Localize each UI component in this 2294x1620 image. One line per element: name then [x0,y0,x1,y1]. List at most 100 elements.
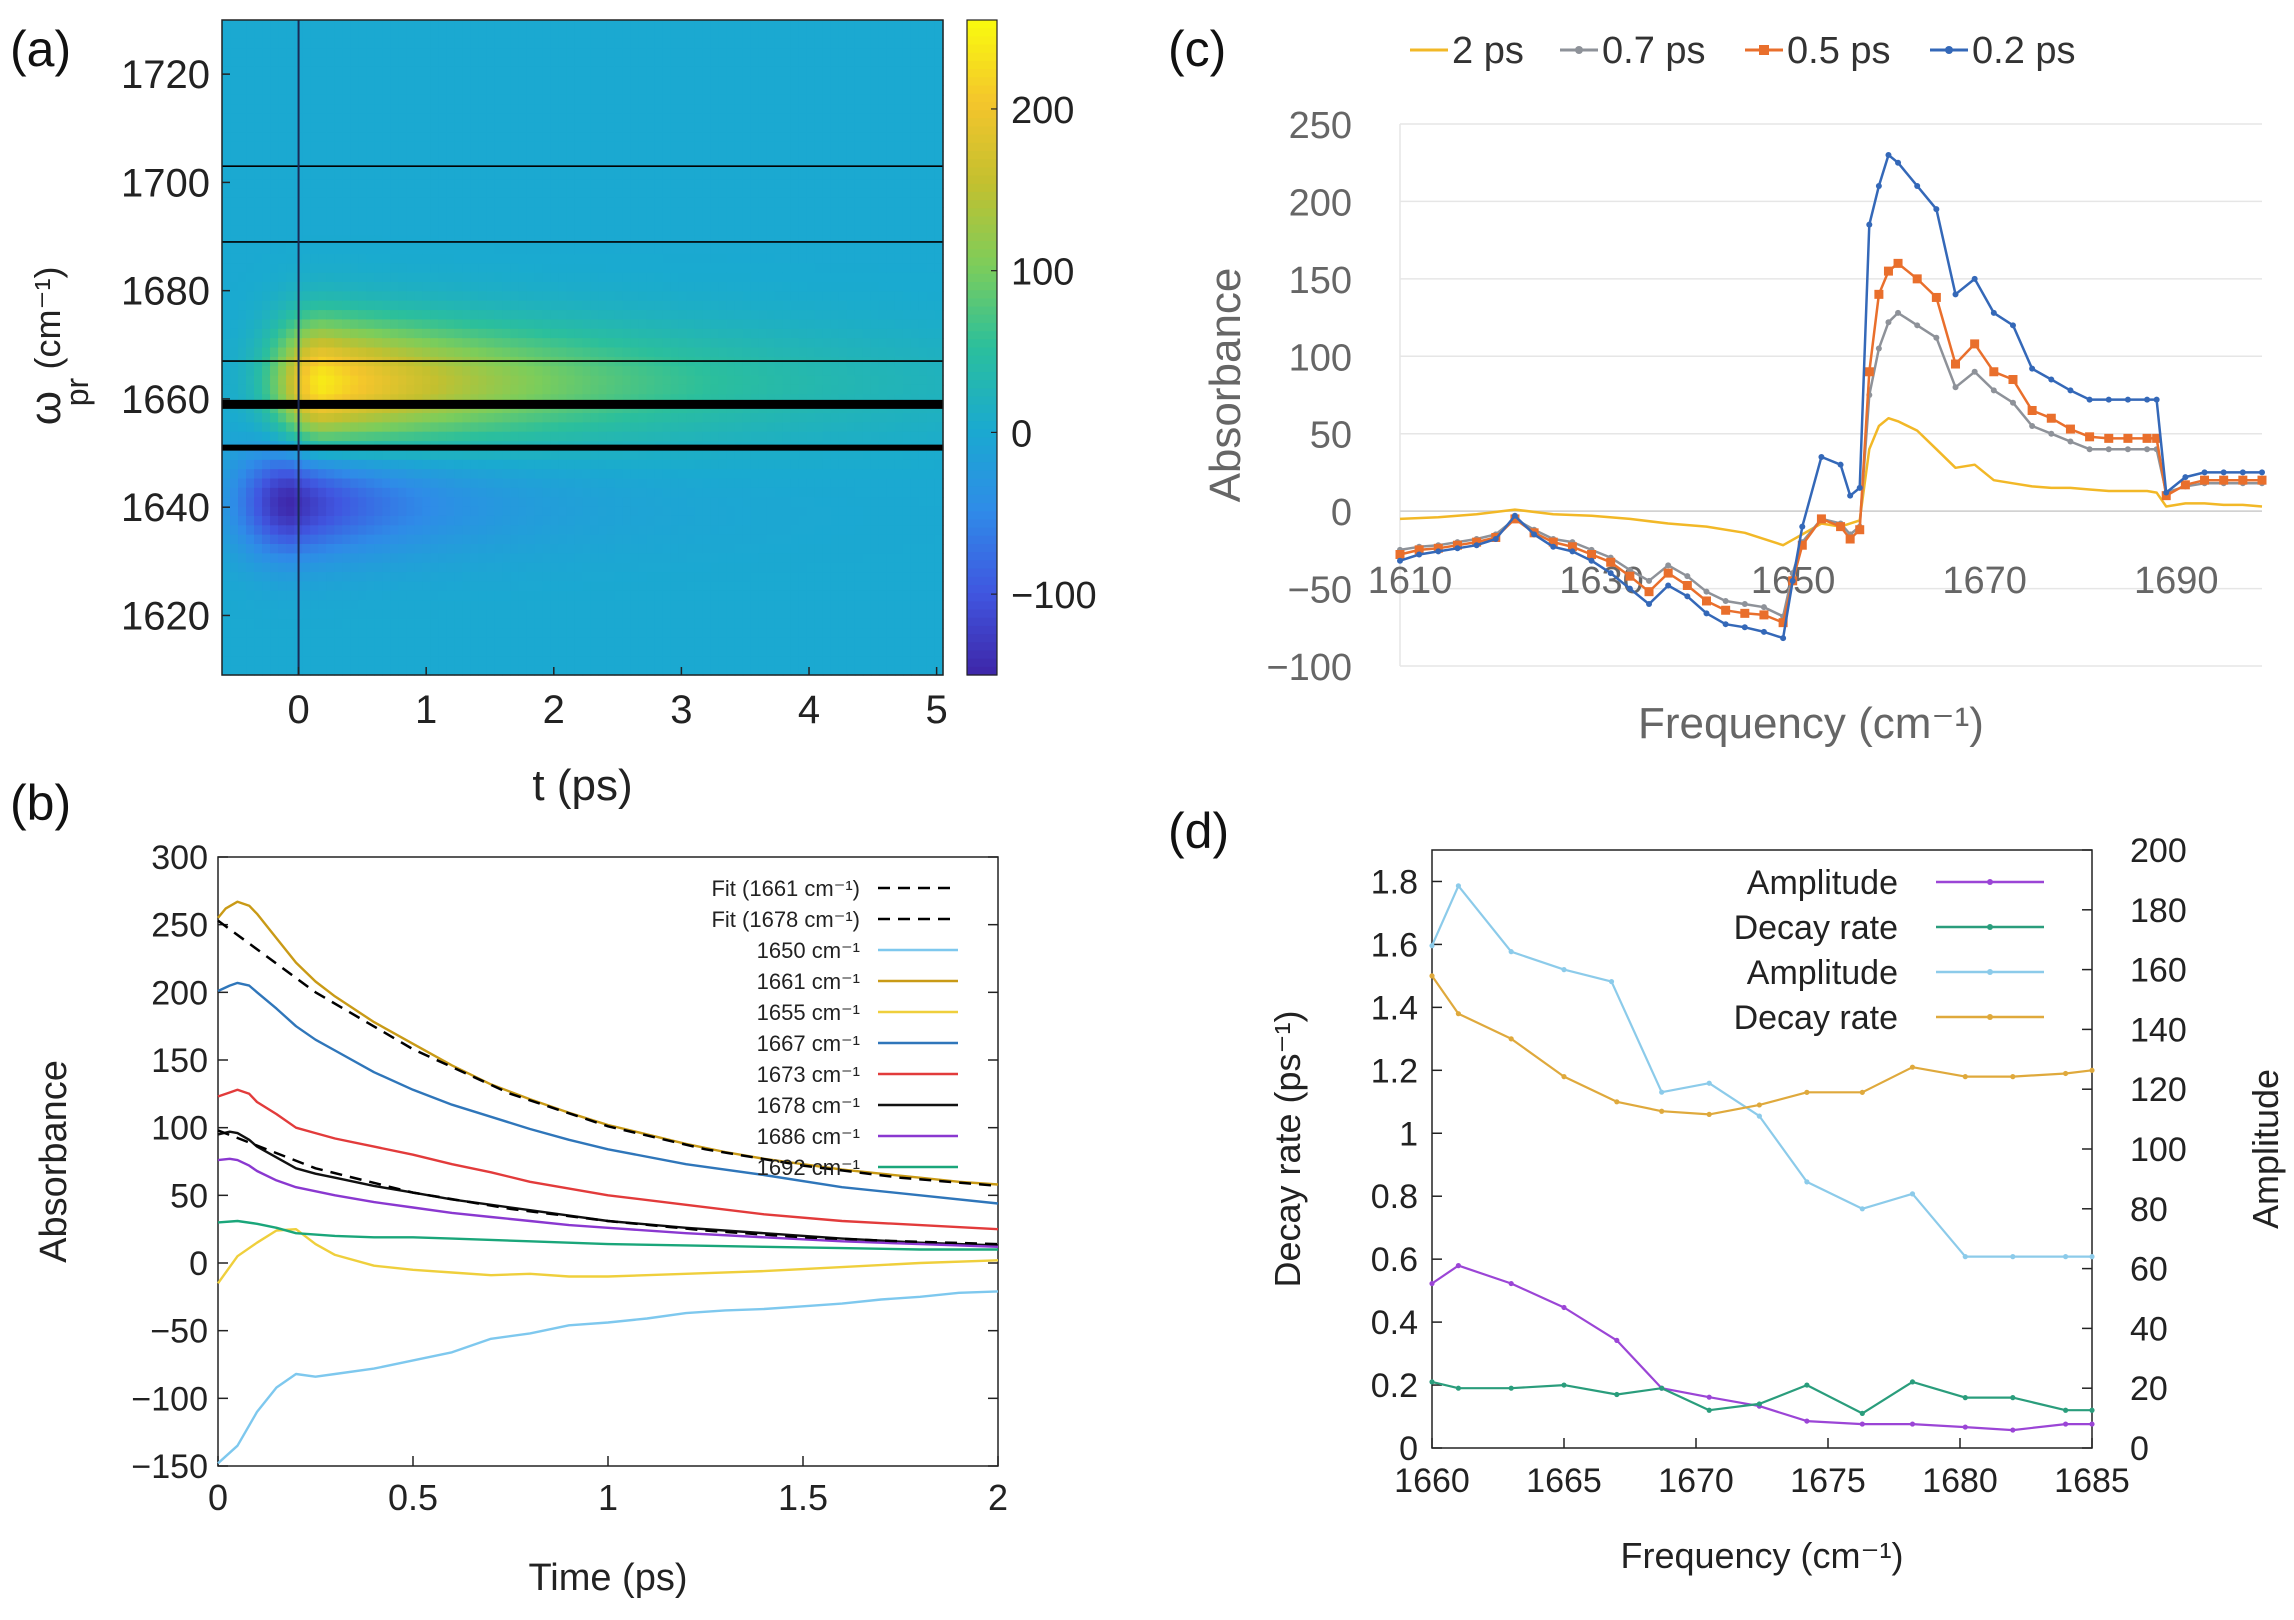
heatmap-cell [774,197,784,208]
heatmap-cell [246,263,255,274]
heatmap-cell [382,375,391,386]
heatmap-cell [662,450,672,461]
heatmap-cell [686,328,696,339]
heatmap-cell [326,291,335,302]
heatmap-cell [390,478,399,489]
heatmap-cell [270,338,279,349]
heatmap-cell [278,497,287,508]
heatmap-cell [630,525,640,536]
heatmap-cell [302,197,311,208]
heatmap-cell [302,600,311,611]
heatmap-cell [246,29,255,40]
heatmap-cell [710,413,720,423]
heatmap-cell [478,282,487,292]
heatmap-cell [654,497,664,508]
heatmap-cell [678,497,688,508]
heatmap-cell [646,590,656,601]
heatmap-cell [670,151,680,161]
heatmap-cell [518,338,528,349]
heatmap-cell [526,66,536,77]
heatmap-cell [430,160,439,171]
heatmap-cell [366,282,375,292]
heatmap-cell [686,197,696,208]
heatmap-cell [398,282,407,292]
heatmap-cell [262,85,271,96]
heatmap-cell [598,225,608,236]
heatmap-cell [318,319,327,330]
heatmap-cell [654,600,664,611]
heatmap-cell [614,534,624,545]
heatmap-cell [350,469,359,480]
heatmap-cell [646,300,656,311]
heatmap-cell [670,515,680,526]
heatmap-cell [478,291,487,302]
heatmap-cell [542,20,552,30]
heatmap-cell [470,431,479,442]
heatmap-cell [694,366,704,377]
heatmap-cell [550,413,560,423]
heatmap-cell [670,160,680,171]
heatmap-cell [374,590,383,601]
heatmap-cell [694,38,704,49]
heatmap-cell [782,572,792,583]
heatmap-cell [494,581,503,592]
heatmap-cell [502,487,511,498]
heatmap-cell [494,38,503,49]
heatmap-cell [454,581,463,592]
heatmap-cell [358,515,367,526]
heatmap-cell [694,656,704,667]
heatmap-cell [342,459,351,470]
heatmap-cell [622,413,632,423]
heatmap-cell [398,263,407,274]
heatmap-cell [518,207,528,218]
heatmap-cell [414,347,423,358]
heatmap-cell [430,394,439,405]
heatmap-cell [670,534,680,545]
heatmap-cell [518,66,528,77]
heatmap-cell [278,646,287,657]
heatmap-cell [766,618,776,629]
heatmap-cell [246,282,255,292]
heatmap-cell [398,38,407,49]
heatmap-cell [646,188,656,199]
heatmap-cell [726,141,736,152]
heatmap-cell [758,20,768,30]
heatmap-cell [438,618,447,629]
heatmap-cell [550,216,560,227]
heatmap-cell [398,422,407,433]
heatmap-cell [710,20,720,30]
heatmap-cell [334,618,343,629]
heatmap-cell [398,469,407,480]
heatmap-cell [222,57,231,68]
heatmap-cell [470,469,479,480]
heatmap-cell [566,646,576,657]
heatmap-cell [766,151,776,161]
heatmap-cell [590,94,600,105]
heatmap-cell [542,497,552,508]
heatmap-cell [694,600,704,611]
heatmap-cell [358,57,367,68]
heatmap-cell [422,525,431,536]
heatmap-cell [558,48,568,59]
heatmap-cell [686,600,696,611]
heatmap-cell [438,506,447,517]
heatmap-cell [318,141,327,152]
heatmap-cell [510,431,520,442]
heatmap-cell [246,66,255,77]
heatmap-cell [726,29,736,40]
heatmap-cell [614,216,624,227]
heatmap-cell [222,122,231,133]
heatmap-cell [230,29,239,40]
heatmap-cell [270,113,279,124]
heatmap-cell [246,113,255,124]
heatmap-cell [678,282,688,292]
heatmap-cell [230,235,239,246]
heatmap-cell [558,38,568,49]
heatmap-cell [678,207,688,218]
heatmap-cell [278,38,287,49]
heatmap-cell [262,76,271,87]
heatmap-cell [406,235,415,246]
heatmap-cell [478,113,487,124]
heatmap-cell [454,497,463,508]
heatmap-cell [398,356,407,367]
